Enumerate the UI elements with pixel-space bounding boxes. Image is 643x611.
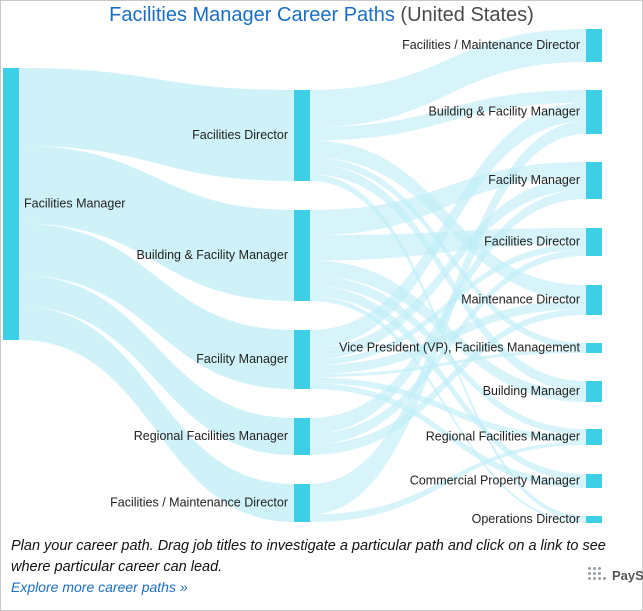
flow-link-m4-t7[interactable] xyxy=(310,441,586,522)
flow-link-m0-t1[interactable] xyxy=(310,90,586,141)
flow-link-m2-t1[interactable] xyxy=(310,102,586,348)
nodes-layer: Facilities Manager Facilities Director Bui… xyxy=(3,29,602,526)
flow-link-m3-t3[interactable] xyxy=(310,249,586,445)
node-label-t1[interactable]: Building & Facility Manager xyxy=(429,104,580,118)
node-t3[interactable] xyxy=(586,228,602,256)
node-label-t4[interactable]: Maintenance Director xyxy=(461,292,580,306)
node-t2[interactable] xyxy=(586,162,602,199)
links-layer xyxy=(19,29,586,523)
flow-link-source-m2[interactable] xyxy=(19,223,294,389)
payscale-dots-icon xyxy=(588,565,608,585)
node-label-t7[interactable]: Regional Facilities Manager xyxy=(426,429,580,443)
flow-link-m0-t5[interactable] xyxy=(310,157,586,350)
brand-name: PayScale xyxy=(612,567,643,583)
flow-link-source-m0[interactable] xyxy=(19,68,294,181)
node-label-t2[interactable]: Facility Manager xyxy=(488,173,580,187)
node-label-m0[interactable]: Facilities Director xyxy=(192,128,288,142)
title-sub: (United States) xyxy=(400,4,534,26)
node-t1[interactable] xyxy=(586,90,602,134)
flow-link-m2-t4[interactable] xyxy=(310,300,586,375)
node-label-t9[interactable]: Operations Director xyxy=(472,512,580,526)
node-m0[interactable] xyxy=(294,90,310,181)
sankey-diagram: Facilities Manager Facilities Director Bui… xyxy=(3,29,602,526)
node-t7[interactable] xyxy=(586,429,602,445)
flow-link-m0-t6[interactable] xyxy=(310,164,586,392)
node-label-m2[interactable]: Facility Manager xyxy=(196,352,288,366)
flow-link-source-m3[interactable] xyxy=(19,275,294,455)
flow-link-m3-t4[interactable] xyxy=(310,309,586,455)
payscale-logo[interactable]: PayScale xyxy=(588,565,643,585)
flow-link-m2-t7[interactable] xyxy=(310,377,586,442)
node-t0[interactable] xyxy=(586,29,602,62)
node-label-t0[interactable]: Facilities / Maintenance Director xyxy=(402,38,580,52)
explore-more-link[interactable]: Explore more career paths » xyxy=(11,579,188,595)
flow-link-m1-t7[interactable] xyxy=(310,275,586,436)
node-t9[interactable] xyxy=(586,516,602,523)
node-label-m3[interactable]: Regional Facilities Manager xyxy=(134,429,288,443)
flow-link-source-m1[interactable] xyxy=(19,145,294,301)
flow-link-m1-t6[interactable] xyxy=(310,260,586,402)
node-m4[interactable] xyxy=(294,484,310,522)
node-label-t3[interactable]: Facilities Director xyxy=(484,234,580,248)
flow-link-m2-t5[interactable] xyxy=(310,349,586,378)
instructions-text: Plan your career path. Drag job titles t… xyxy=(11,538,606,575)
flow-link-source-m4[interactable] xyxy=(19,306,294,522)
title-main: Facilities Manager Career Paths xyxy=(109,4,395,26)
node-t6[interactable] xyxy=(586,381,602,402)
node-label-t5[interactable]: Vice President (VP), Facilities Manageme… xyxy=(339,340,580,354)
flow-link-m2-t2[interactable] xyxy=(310,177,586,360)
flow-link-m4-t1[interactable] xyxy=(310,121,586,515)
node-label-m4[interactable]: Facilities / Maintenance Director xyxy=(110,495,288,509)
node-t5[interactable] xyxy=(586,343,602,353)
node-label-source[interactable]: Facilities Manager xyxy=(24,196,125,210)
flow-link-m0-t0[interactable] xyxy=(310,29,586,128)
node-label-t6[interactable]: Building Manager xyxy=(483,384,580,398)
node-source[interactable] xyxy=(3,68,19,340)
flow-link-m1-t3[interactable] xyxy=(310,228,586,261)
chart-title: Facilities Manager Career Paths (United … xyxy=(0,4,643,27)
node-m3[interactable] xyxy=(294,418,310,455)
node-label-m1[interactable]: Building & Facility Manager xyxy=(137,248,288,262)
node-m1[interactable] xyxy=(294,210,310,301)
node-label-t8[interactable]: Commercial Property Manager xyxy=(410,473,580,487)
node-m2[interactable] xyxy=(294,330,310,389)
node-t4[interactable] xyxy=(586,285,602,315)
node-t8[interactable] xyxy=(586,474,602,488)
flow-link-m1-t2[interactable] xyxy=(310,162,586,236)
flow-link-m2-t8[interactable] xyxy=(310,383,586,488)
